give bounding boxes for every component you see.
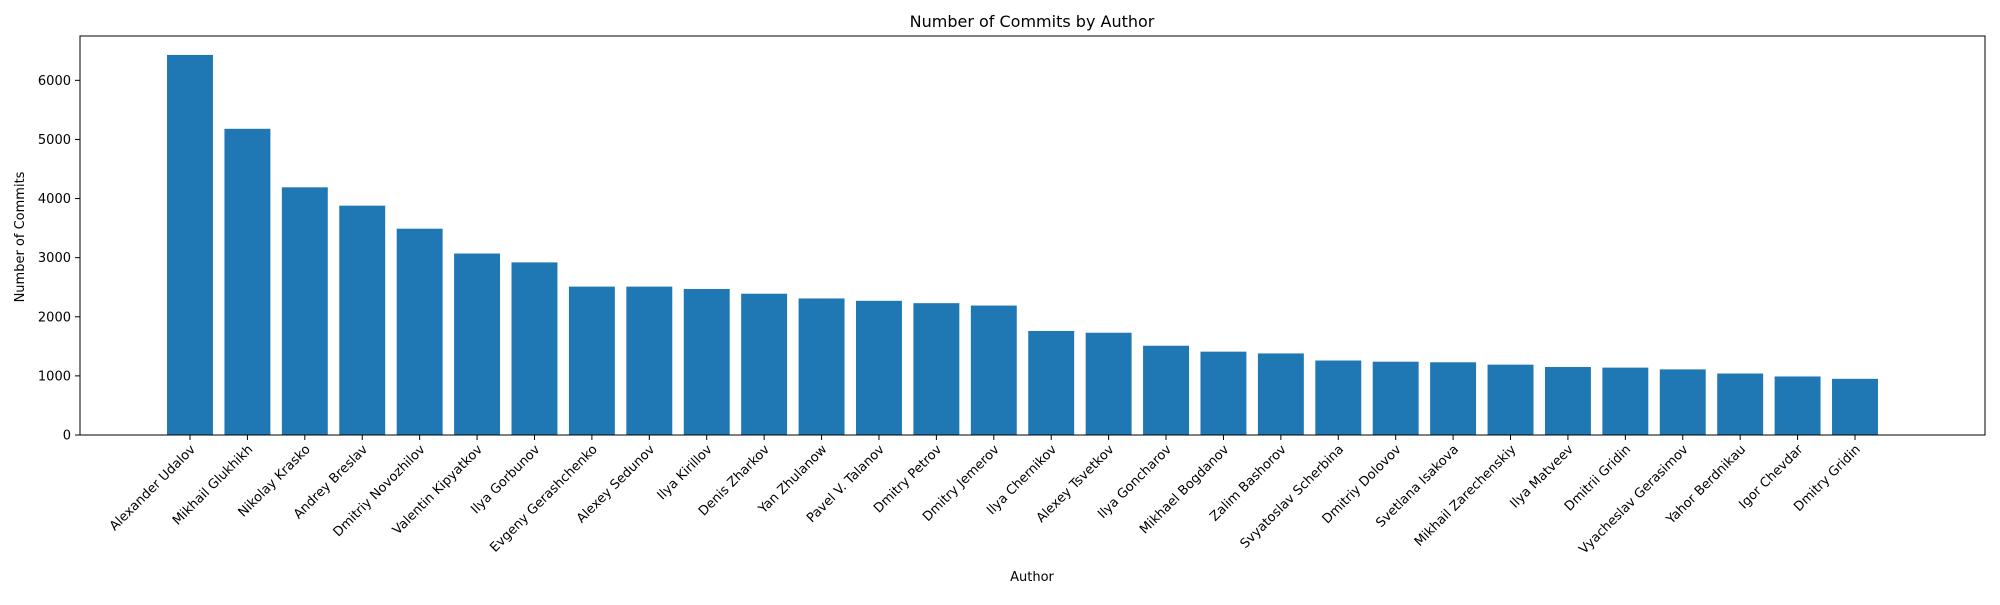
bar [454, 253, 501, 435]
y-tick-label: 3000 [38, 251, 71, 266]
bar [741, 293, 788, 435]
y-tick-label: 2000 [38, 310, 71, 325]
bar [224, 128, 271, 436]
plot-frame [79, 35, 1986, 436]
bar [1085, 332, 1132, 435]
bar [511, 262, 558, 435]
bar [1602, 367, 1649, 435]
y-tick-label: 4000 [38, 192, 71, 207]
bar [683, 289, 730, 435]
x-tick-label: Svyatoslav Scherbina [1238, 442, 1348, 552]
bar [1832, 378, 1878, 435]
bar [1028, 330, 1075, 435]
y-tick-label: 0 [63, 429, 71, 444]
x-axis-title: Author [1010, 570, 1054, 585]
bar [1257, 353, 1304, 435]
bar [1315, 360, 1362, 435]
bar [1659, 369, 1706, 435]
bar [167, 54, 213, 436]
y-axis: 0 1000 2000 3000 4000 5000 6000 [38, 74, 80, 444]
chart-title: Number of Commits by Author [910, 12, 1155, 31]
bar [1200, 351, 1247, 435]
x-tick-label: Ilya Kirillov [655, 442, 716, 503]
bar [1372, 361, 1419, 435]
bar [339, 205, 386, 435]
bar [281, 187, 328, 435]
y-tick-label: 5000 [38, 133, 71, 148]
bar [1487, 364, 1534, 435]
bar [856, 300, 902, 435]
y-tick-label: 6000 [38, 74, 71, 89]
bars-group [167, 54, 1878, 436]
bar [913, 303, 960, 435]
bar [568, 286, 615, 435]
x-tick-label: Mikhail Zarechenskiy [1412, 442, 1520, 550]
bar [1143, 345, 1189, 435]
bar [1544, 367, 1591, 435]
bar [1430, 362, 1477, 435]
bar [396, 228, 443, 435]
bar [798, 298, 845, 435]
bar [1774, 376, 1821, 435]
bar [970, 305, 1017, 435]
y-tick-label: 1000 [38, 369, 71, 384]
x-tick-label: Vyacheslav Gerasimov [1576, 442, 1691, 557]
bar [626, 286, 673, 435]
bar [1717, 373, 1764, 435]
y-axis-title: Number of Commits [13, 171, 28, 302]
x-tick-label: Evgeny Gerashchenko [487, 442, 600, 555]
